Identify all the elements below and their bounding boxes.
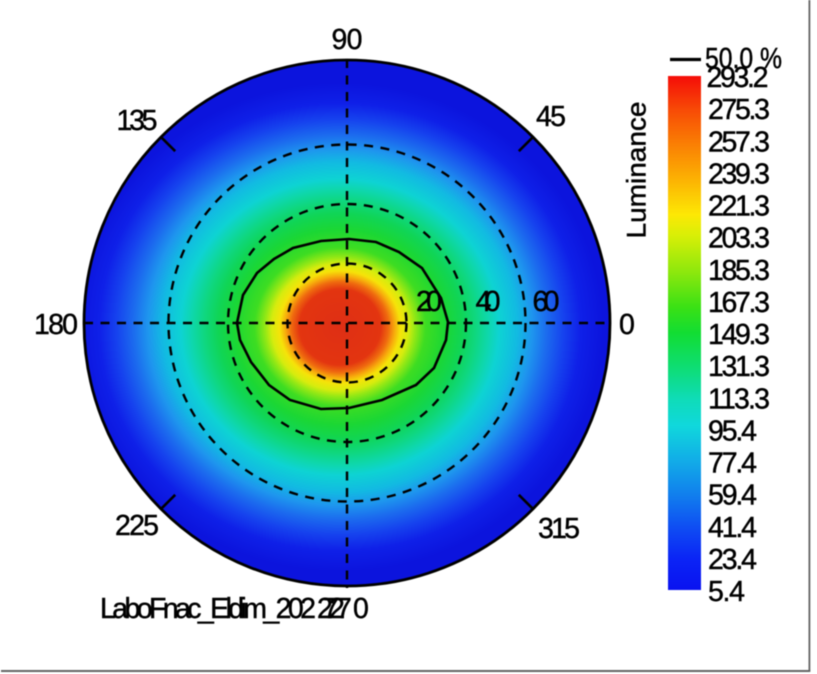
svg-text:167.3: 167.3 bbox=[708, 287, 770, 319]
svg-text:50.0 %: 50.0 % bbox=[705, 43, 782, 75]
svg-text:149.3: 149.3 bbox=[708, 319, 770, 351]
svg-text:0: 0 bbox=[353, 593, 369, 625]
svg-text:0: 0 bbox=[619, 309, 635, 341]
svg-text:293.2: 293.2 bbox=[707, 62, 769, 94]
svg-text:315: 315 bbox=[538, 513, 580, 545]
svg-text:60: 60 bbox=[533, 286, 560, 318]
svg-text:95.4: 95.4 bbox=[708, 415, 757, 447]
svg-text:185.3: 185.3 bbox=[708, 255, 770, 287]
svg-text:275.3: 275.3 bbox=[708, 94, 770, 126]
svg-text:90: 90 bbox=[332, 24, 363, 56]
svg-text:131.3: 131.3 bbox=[708, 351, 770, 383]
svg-text:LaboFnac_Eldim_202: LaboFnac_Eldim_202 bbox=[100, 593, 316, 625]
svg-text:221.3: 221.3 bbox=[708, 191, 770, 223]
svg-text:257.3: 257.3 bbox=[708, 126, 770, 158]
svg-text:45: 45 bbox=[536, 101, 566, 133]
svg-text:41.4: 41.4 bbox=[708, 512, 757, 544]
svg-text:2: 2 bbox=[317, 593, 333, 625]
svg-text:203.3: 203.3 bbox=[708, 223, 770, 255]
svg-text:77.4: 77.4 bbox=[708, 448, 757, 480]
svg-text:180: 180 bbox=[34, 309, 78, 341]
svg-text:20: 20 bbox=[416, 286, 442, 318]
svg-text:239.3: 239.3 bbox=[708, 158, 770, 190]
svg-text:59.4: 59.4 bbox=[708, 480, 757, 512]
svg-text:113.3: 113.3 bbox=[708, 383, 770, 415]
svg-text:23.4: 23.4 bbox=[708, 544, 757, 576]
svg-text:40: 40 bbox=[476, 286, 501, 318]
svg-text:135: 135 bbox=[117, 105, 158, 137]
svg-text:225: 225 bbox=[115, 510, 159, 542]
svg-text:7: 7 bbox=[336, 593, 352, 625]
svg-text:5.4: 5.4 bbox=[708, 576, 745, 608]
svg-text:2: 2 bbox=[329, 593, 345, 625]
svg-text:Luminance: Luminance bbox=[622, 102, 652, 239]
svg-text:7: 7 bbox=[323, 593, 339, 625]
